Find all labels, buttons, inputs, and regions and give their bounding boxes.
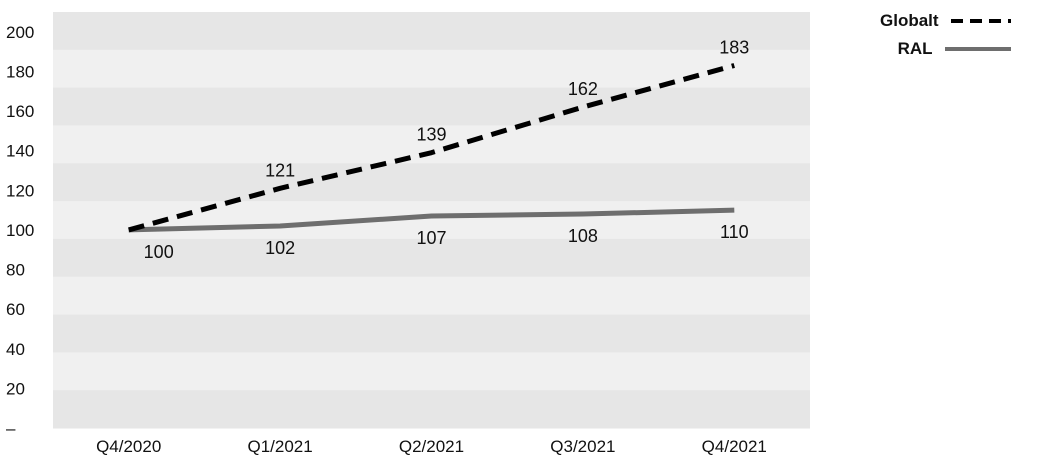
legend-swatch-dashed [950,19,1011,23]
y-tick-label: 180 [6,62,34,81]
x-tick-label: Q4/2020 [96,437,161,456]
data-label: 100 [144,242,174,262]
grid-band [53,390,810,429]
grid-band [53,314,810,353]
series-line-ral [128,207,735,233]
grid-band [53,12,810,51]
data-label: 108 [568,226,598,246]
x-tick-label: Q1/2021 [247,437,312,456]
x-axis: Q4/2020 Q1/2021 Q2/2021 Q3/2021 Q4/2021 [96,437,767,456]
x-tick-label: Q4/2021 [702,437,767,456]
legend-label-ral: RAL [897,39,933,58]
y-tick-label: 20 [6,379,25,398]
y-tick-label: 140 [6,142,34,161]
legend-swatch-solid [944,47,1011,51]
grid-band [53,125,810,164]
y-tick-label: 100 [6,221,34,240]
y-tick-label: 200 [6,23,34,42]
y-axis: – 20 40 60 80 100 120 140 160 180 200 [6,23,34,438]
data-label: 107 [416,228,446,248]
legend: Globalt RAL [880,8,1011,64]
grid-band [53,201,810,240]
data-label: 139 [416,125,446,145]
y-tick-label: 80 [6,261,25,280]
grid-band [53,49,810,89]
legend-label-globalt: Globalt [880,11,939,30]
y-tick-label: 60 [6,300,25,319]
grid-band [53,352,810,391]
plot-background [53,12,810,429]
legend-item-globalt: Globalt [880,8,1011,34]
y-tick-label: 160 [6,102,34,121]
data-label: 102 [265,238,295,258]
series-line-globalt [128,63,735,233]
data-label: 121 [265,160,295,180]
y-tick-label: 40 [6,340,25,359]
y-tick-label: 120 [6,181,34,200]
grid-band [53,163,810,202]
data-label: 110 [720,222,749,242]
grid-band [53,238,810,278]
data-labels: 121 139 162 183 100 102 107 108 110 [144,37,750,261]
data-label: 162 [568,79,598,99]
grid-band [53,87,810,126]
series-lines [128,63,735,233]
legend-item-ral: RAL [880,36,1011,62]
x-tick-label: Q3/2021 [550,437,615,456]
y-tick-label: – [6,419,16,438]
data-label: 183 [719,37,749,57]
x-tick-label: Q2/2021 [399,437,464,456]
grid-band [53,276,810,316]
